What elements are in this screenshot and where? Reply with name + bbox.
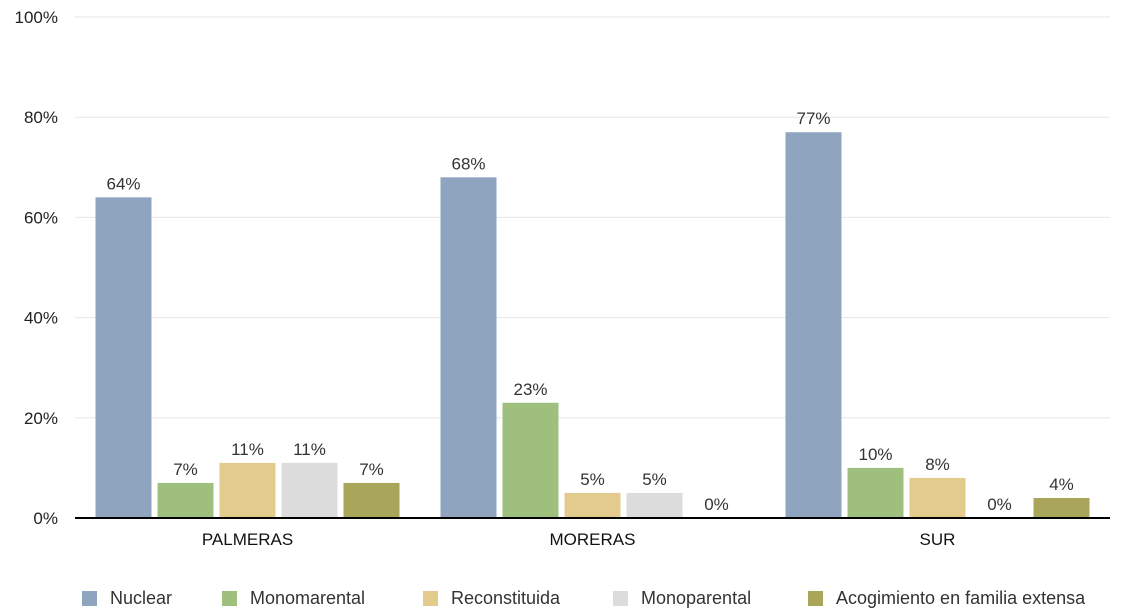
legend-label: Acogimiento en familia extensa <box>836 588 1086 608</box>
bar-sur-nuclear <box>785 132 842 519</box>
y-tick-label: 60% <box>24 208 58 227</box>
data-label: 11% <box>293 440 326 459</box>
bar-moreras-nuclear <box>440 177 497 518</box>
data-label: 8% <box>925 455 950 474</box>
legend-swatch <box>82 591 97 606</box>
bar-palmeras-monoparental <box>281 462 338 518</box>
data-label: 4% <box>1049 475 1074 494</box>
legend: Nuclear Monomarental Reconstituida Monopare… <box>0 588 1123 614</box>
bars <box>95 132 1090 519</box>
bar-chart: 0% 20% 40% 60% 80% 100% 64% 7% 11% 11% 7% 68% 23% 5%… <box>15 8 1110 549</box>
bar-palmeras-acogimiento-en-familia-extensa <box>343 482 400 518</box>
bar-palmeras-nuclear <box>95 197 152 519</box>
legend-label: Reconstituida <box>451 588 561 608</box>
y-axis: 0% 20% 40% 60% 80% 100% <box>15 8 58 528</box>
data-label: 0% <box>987 495 1012 514</box>
bar-moreras-monoparental <box>626 492 683 518</box>
legend-item: Monomarental <box>222 588 365 609</box>
legend-label: Nuclear <box>110 588 173 608</box>
x-category-label: MORERAS <box>550 530 636 549</box>
y-tick-label: 0% <box>33 509 58 528</box>
bar-palmeras-monomarental <box>157 482 214 518</box>
bar-palmeras-reconstituida <box>219 462 276 518</box>
x-category-label: PALMERAS <box>202 530 293 549</box>
bar-sur-acogimiento-en-familia-extensa <box>1033 497 1090 518</box>
gridlines <box>75 16 1110 419</box>
legend-swatch <box>423 591 438 606</box>
legend-item: Nuclear <box>82 588 172 609</box>
data-label: 11% <box>231 440 264 459</box>
bar-sur-reconstituida <box>909 477 966 518</box>
legend-item: Monoparental <box>613 588 751 609</box>
y-tick-label: 80% <box>24 108 58 127</box>
y-tick-label: 40% <box>24 309 58 328</box>
data-label: 77% <box>796 109 830 128</box>
data-label: 23% <box>513 380 547 399</box>
data-label: 68% <box>451 154 485 173</box>
bar-moreras-reconstituida <box>564 492 621 518</box>
legend-swatch <box>613 591 628 606</box>
legend-item: Reconstituida <box>423 588 560 609</box>
data-label: 64% <box>106 174 140 193</box>
legend-label: Monoparental <box>641 588 752 608</box>
data-label: 7% <box>359 460 384 479</box>
x-axis: PALMERAS MORERAS SUR <box>202 530 956 549</box>
data-label: 0% <box>704 495 729 514</box>
legend-item: Acogimiento en familia extensa <box>808 588 1085 609</box>
legend-swatch <box>222 591 237 606</box>
bar-moreras-monomarental <box>502 402 559 518</box>
data-label: 7% <box>173 460 198 479</box>
legend-label: Monomarental <box>250 588 366 608</box>
data-label: 5% <box>642 470 667 489</box>
data-label: 5% <box>580 470 605 489</box>
bar-sur-monomarental <box>847 467 904 518</box>
y-tick-label: 100% <box>15 8 58 27</box>
data-label: 10% <box>858 445 892 464</box>
legend-swatch <box>808 591 823 606</box>
x-category-label: SUR <box>920 530 956 549</box>
y-tick-label: 20% <box>24 409 58 428</box>
data-labels: 64% 7% 11% 11% 7% 68% 23% 5% 5% 0% 77% 10% 8% 0% 4% <box>106 109 1073 514</box>
